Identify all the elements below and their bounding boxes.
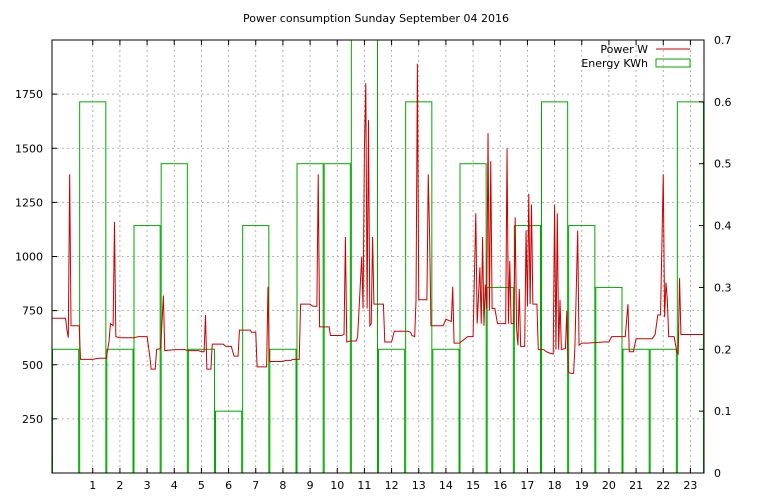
x-tick-label: 20 xyxy=(602,479,616,492)
chart-title: Power consumption Sunday September 04 20… xyxy=(243,12,509,25)
y-right-tick-label: 0.7 xyxy=(714,34,732,47)
energy-bar xyxy=(541,101,569,474)
y-right-tick-label: 0 xyxy=(714,467,721,480)
energy-series xyxy=(52,39,704,474)
y-axis-left-ticks: 250 500 750 1000 1250 1500 1750 xyxy=(15,88,57,426)
x-tick-label: 8 xyxy=(279,479,286,492)
x-tick-label: 18 xyxy=(548,479,562,492)
x-tick-label: 1 xyxy=(89,479,96,492)
y-right-tick-label: 0.1 xyxy=(714,405,732,418)
legend-swatch-energy xyxy=(655,58,691,68)
y-left-tick-label: 1500 xyxy=(15,142,43,155)
legend-label-energy: Energy KWh xyxy=(581,57,648,70)
x-tick-label: 11 xyxy=(357,479,371,492)
x-tick-label: 19 xyxy=(575,479,589,492)
y-left-tick-label: 1250 xyxy=(15,196,43,209)
y-left-tick-label: 750 xyxy=(22,305,43,318)
y-left-tick-label: 1000 xyxy=(15,251,43,264)
legend-label-power: Power W xyxy=(600,43,648,56)
y-left-tick-label: 500 xyxy=(22,359,43,372)
x-tick-label: 13 xyxy=(412,479,426,492)
x-tick-label: 2 xyxy=(116,479,123,492)
y-right-tick-label: 0.4 xyxy=(714,220,732,233)
x-tick-label: 17 xyxy=(520,479,534,492)
x-tick-label: 22 xyxy=(656,479,670,492)
power-series xyxy=(52,63,704,374)
y-right-tick-label: 0.6 xyxy=(714,96,732,109)
energy-bar xyxy=(79,101,107,474)
y-right-tick-label: 0.3 xyxy=(714,281,732,294)
x-tick-label: 15 xyxy=(466,479,480,492)
x-tick-label: 5 xyxy=(198,479,205,492)
x-tick-label: 16 xyxy=(493,479,507,492)
x-tick-label: 6 xyxy=(225,479,232,492)
x-tick-label: 21 xyxy=(629,479,643,492)
x-tick-label: 9 xyxy=(307,479,314,492)
x-tick-label: 4 xyxy=(171,479,178,492)
y-right-tick-label: 0.2 xyxy=(714,343,732,356)
x-tick-label: 12 xyxy=(385,479,399,492)
y-right-tick-label: 0.5 xyxy=(714,158,732,171)
y-left-tick-label: 250 xyxy=(22,413,43,426)
x-tick-label: 23 xyxy=(683,479,697,492)
y-axis-right-ticks: 0 0.1 0.2 0.3 0.4 0.5 0.6 0.7 xyxy=(699,34,732,480)
x-tick-label: 14 xyxy=(439,479,453,492)
x-axis-ticks: 1 2 3 4 5 6 7 8 9 10 11 12 13 14 15 16 17 18 19 20 21 22 23 xyxy=(89,40,697,492)
power-line xyxy=(52,63,704,374)
x-tick-label: 7 xyxy=(252,479,259,492)
legend: Power W Energy KWh xyxy=(581,43,691,70)
y-left-tick-label: 1750 xyxy=(15,88,43,101)
energy-bar xyxy=(52,348,80,474)
x-tick-label: 10 xyxy=(330,479,344,492)
x-tick-label: 3 xyxy=(144,479,151,492)
